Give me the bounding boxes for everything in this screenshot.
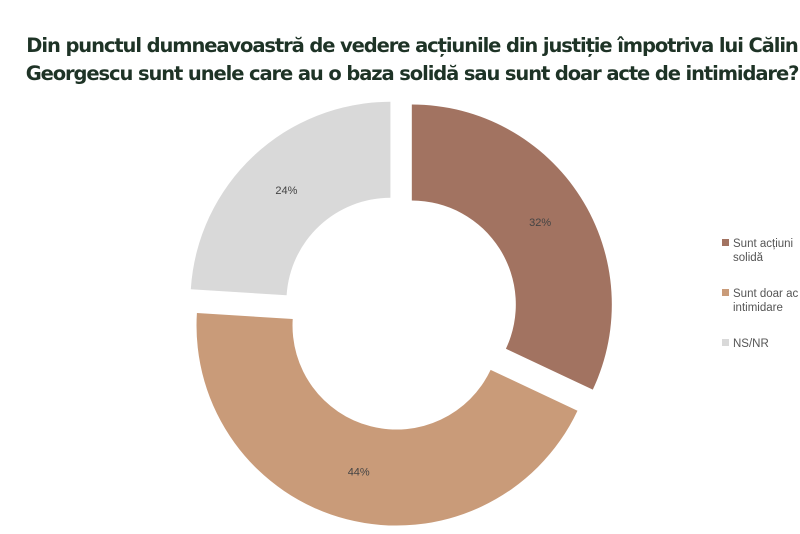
legend-label: Sunt doar ac xyxy=(733,288,798,300)
donut-slice xyxy=(411,104,612,390)
data-label: 44% xyxy=(348,467,370,479)
donut-slice xyxy=(190,101,391,296)
chart-title: Georgescu sunt unele care au o baza soli… xyxy=(26,62,799,85)
donut-slice xyxy=(196,313,578,526)
legend-swatch xyxy=(722,339,729,346)
legend-label: NS/NR xyxy=(733,338,769,350)
data-label: 32% xyxy=(529,217,551,229)
legend-label: solidă xyxy=(733,252,764,264)
chart-title: Din punctul dumneavoastră de vedere acți… xyxy=(26,34,798,57)
data-label: 24% xyxy=(275,185,297,197)
legend-label: intimidare xyxy=(733,302,783,314)
legend-swatch xyxy=(722,289,729,296)
legend-label: Sunt acțiuni xyxy=(733,238,793,250)
legend-swatch xyxy=(722,239,729,246)
